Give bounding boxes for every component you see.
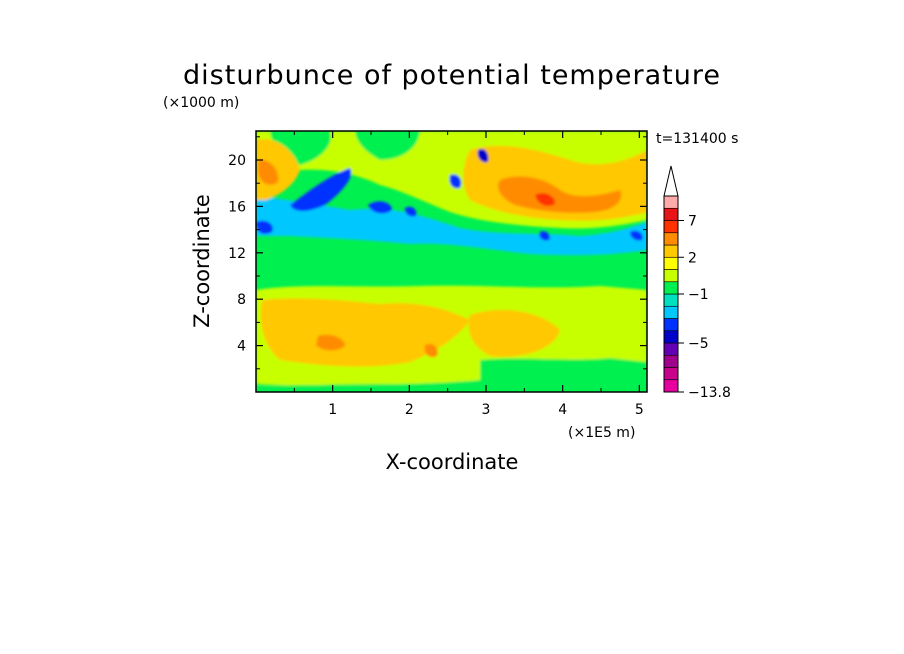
- colorbar-segment: [663, 207, 679, 221]
- y-axis-label: Z-coordinate: [190, 194, 214, 328]
- colorbar-segment: [663, 220, 679, 234]
- orange-lower-region: [260, 298, 470, 367]
- colorbar-label: −5: [688, 336, 709, 352]
- x-unit-label: (×1E5 m): [568, 425, 635, 441]
- orange-dark-upper-right: [498, 176, 622, 213]
- x-axis-ticks: 1 2 3 4 5: [293, 131, 644, 418]
- y-axis-ticks: 4 8 12 16 20: [228, 136, 647, 370]
- colorbar-segment: [663, 354, 679, 368]
- green-upper-patch-2: [355, 131, 420, 160]
- orange-upper-left: [256, 139, 300, 200]
- colorbar-segment: [663, 195, 679, 209]
- blue-blob-5: [449, 174, 462, 189]
- orange-dark-spot: [316, 334, 345, 351]
- colorbar-segment: [663, 269, 679, 283]
- blue-blob-4: [477, 148, 489, 163]
- colorbar: [663, 165, 679, 393]
- colorbar-segment: [663, 305, 679, 319]
- blue-blob-8: [539, 231, 550, 241]
- orange-dark-spot-2: [424, 343, 438, 358]
- orange-lower-region-2: [468, 310, 560, 357]
- blue-blob-3: [256, 220, 273, 234]
- y-tick-label: 8: [237, 292, 246, 308]
- colorbar-segment: [663, 318, 679, 332]
- blue-blob-6: [404, 206, 417, 217]
- colorbar-labels: 7 2 −1 −5 −13.8: [678, 214, 731, 401]
- colorbar-segment: [663, 342, 679, 356]
- colorbar-extend-arrow: [663, 165, 679, 197]
- colorbar-label: −1: [688, 287, 709, 303]
- colorbar-segment: [663, 293, 679, 307]
- x-tick-label: 1: [328, 402, 337, 418]
- x-tick-label: 3: [482, 402, 491, 418]
- y-tick-label: 12: [228, 246, 246, 262]
- colorbar-label: 2: [688, 250, 697, 266]
- colorbar-label: −13.8: [688, 385, 731, 401]
- blue-blob-2: [368, 201, 392, 214]
- colorbar-segment: [663, 367, 679, 381]
- red-upper-left: [258, 159, 279, 185]
- y-tick-label: 16: [228, 199, 246, 215]
- blue-blob-1: [290, 168, 352, 212]
- y-unit-label: (×1000 m): [163, 95, 239, 111]
- colorbar-segment: [663, 281, 679, 295]
- x-tick-label: 5: [635, 402, 644, 418]
- green-bottom-gap: [256, 358, 647, 392]
- colorbar-segment: [663, 244, 679, 258]
- colorbar-segment: [663, 330, 679, 344]
- y-tick-label: 4: [237, 339, 246, 355]
- y-tick-label: 20: [228, 153, 246, 169]
- cyan-upper-band: [256, 196, 647, 256]
- time-label: t=131400 s: [656, 131, 738, 147]
- x-tick-label: 2: [405, 402, 414, 418]
- blue-blob-7: [630, 230, 643, 241]
- red-upper-right: [535, 193, 555, 206]
- colorbar-segment: [663, 379, 679, 393]
- x-axis-label: X-coordinate: [386, 450, 519, 474]
- colorbar-label: 7: [688, 214, 697, 230]
- contour-field: [256, 131, 647, 392]
- x-tick-label: 4: [558, 402, 567, 418]
- chart-title: disturbunce of potential temperature: [183, 60, 721, 91]
- colorbar-segment: [663, 232, 679, 246]
- colorbar-segment: [663, 256, 679, 270]
- plot-frame: [255, 130, 648, 393]
